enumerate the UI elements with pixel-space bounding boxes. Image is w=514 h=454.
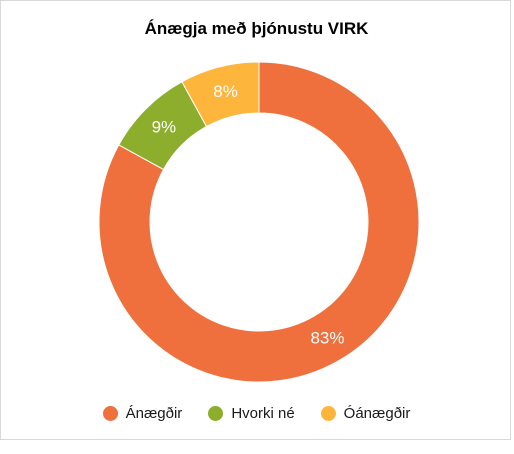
data-label-1: 9% <box>152 117 177 136</box>
legend-label: Ánægðir <box>125 405 183 422</box>
legend-item-anaegdir: Ánægðir <box>102 405 183 422</box>
data-label-2: 8% <box>213 82 238 101</box>
legend-item-oanaegdir: Óánægðir <box>320 405 411 422</box>
data-label-0: 83% <box>310 328 344 347</box>
donut-chart: 83% 9% 8% <box>98 61 420 383</box>
donut-slice-0 <box>98 61 420 383</box>
chart-frame: Ánægja með þjónustu VIRK 83% 9% 8% Ánægðir… <box>0 0 511 440</box>
legend-item-hvorki-ne: Hvorki né <box>208 405 295 422</box>
legend-marker <box>102 406 118 421</box>
donut-slice-2 <box>181 61 260 128</box>
legend-label: Hvorki né <box>231 405 295 422</box>
chart-title: Ánægja með þjónustu VIRK <box>144 19 369 38</box>
legend-marker <box>208 406 224 421</box>
chart-legend: Ánægðir Hvorki né Óánægðir <box>1 405 512 422</box>
legend-marker <box>320 406 336 421</box>
legend-label: Óánægðir <box>343 405 411 422</box>
